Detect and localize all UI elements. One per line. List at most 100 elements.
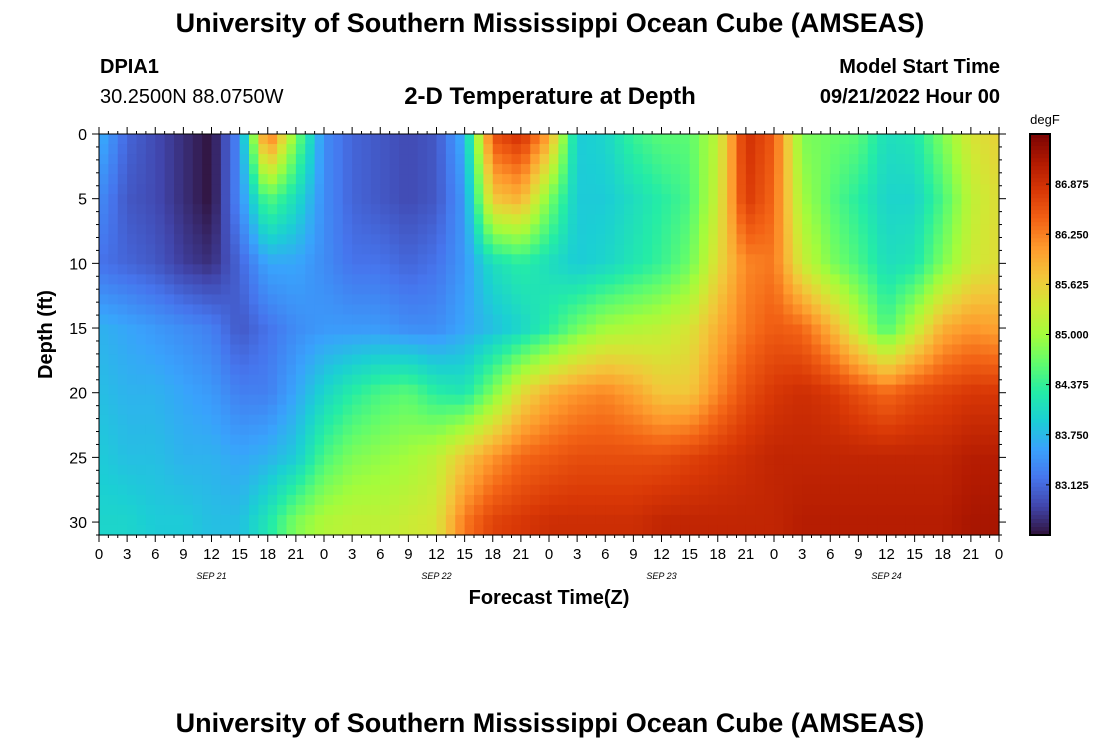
heatmap-cell bbox=[680, 134, 691, 145]
heatmap-cell bbox=[220, 194, 231, 205]
heatmap-cell bbox=[783, 394, 794, 406]
colorbar-segment bbox=[1030, 454, 1050, 460]
heatmap-cell bbox=[258, 204, 269, 215]
heatmap-cell bbox=[530, 224, 541, 235]
heatmap-cell bbox=[830, 234, 841, 245]
heatmap-cell bbox=[202, 394, 213, 406]
heatmap-cell bbox=[389, 414, 400, 426]
heatmap-cell bbox=[164, 354, 175, 366]
heatmap-cell bbox=[661, 304, 672, 316]
y-tick-label: 0 bbox=[78, 127, 87, 144]
heatmap-cell bbox=[839, 264, 850, 275]
heatmap-cell bbox=[436, 404, 447, 416]
heatmap-cell bbox=[595, 444, 606, 456]
heatmap-cell bbox=[389, 184, 400, 195]
heatmap-cell bbox=[577, 434, 588, 446]
heatmap-cell bbox=[155, 514, 166, 526]
heatmap-cell bbox=[849, 414, 859, 426]
heatmap-cell bbox=[952, 524, 963, 536]
heatmap-cell bbox=[802, 184, 813, 195]
heatmap-cell bbox=[792, 514, 803, 526]
heatmap-cell bbox=[230, 204, 241, 215]
heatmap-cell bbox=[305, 464, 316, 476]
heatmap-cell bbox=[211, 144, 222, 155]
heatmap-cell bbox=[295, 314, 306, 326]
heatmap-cell bbox=[605, 394, 616, 406]
heatmap-cell bbox=[708, 264, 719, 275]
heatmap-cell bbox=[99, 474, 109, 486]
heatmap-cell bbox=[980, 324, 991, 336]
heatmap-cell bbox=[914, 514, 925, 526]
heatmap-cell bbox=[511, 294, 522, 306]
heatmap-cell bbox=[286, 354, 297, 366]
heatmap-cell bbox=[183, 234, 194, 245]
heatmap-cell bbox=[127, 454, 138, 466]
heatmap-cell bbox=[652, 514, 663, 526]
heatmap-cell bbox=[605, 164, 616, 175]
heatmap-cell bbox=[502, 254, 513, 265]
heatmap-cell bbox=[399, 524, 409, 536]
heatmap-cell bbox=[549, 434, 559, 446]
heatmap-cell bbox=[905, 234, 916, 245]
heatmap-cell bbox=[558, 314, 569, 326]
heatmap-cell bbox=[802, 294, 813, 306]
heatmap-cell bbox=[755, 174, 766, 185]
heatmap-cell bbox=[736, 234, 747, 245]
heatmap-cell bbox=[858, 354, 869, 366]
heatmap-cell bbox=[520, 454, 531, 466]
heatmap-cell bbox=[961, 144, 972, 155]
heatmap-cell bbox=[952, 174, 963, 185]
heatmap-cell bbox=[427, 244, 438, 255]
heatmap-cell bbox=[652, 174, 663, 185]
heatmap-cell bbox=[174, 514, 184, 526]
heatmap-cell bbox=[549, 524, 559, 536]
heatmap-cell bbox=[352, 234, 363, 245]
heatmap-cell bbox=[699, 444, 709, 456]
heatmap-cell bbox=[427, 434, 438, 446]
heatmap-cell bbox=[483, 484, 494, 496]
heatmap-cell bbox=[305, 174, 316, 185]
heatmap-cell bbox=[924, 294, 934, 306]
heatmap-cell bbox=[389, 214, 400, 225]
heatmap-cell bbox=[745, 284, 756, 296]
heatmap-cell bbox=[877, 374, 888, 386]
heatmap-cell bbox=[155, 204, 166, 215]
heatmap-cell bbox=[549, 474, 559, 486]
heatmap-cell bbox=[183, 164, 194, 175]
heatmap-cell bbox=[727, 304, 738, 316]
heatmap-cell bbox=[774, 334, 784, 346]
heatmap-cell bbox=[942, 354, 953, 366]
heatmap-cell bbox=[867, 484, 878, 496]
heatmap-cell bbox=[689, 274, 700, 285]
heatmap-cell bbox=[155, 494, 166, 506]
heatmap-cell bbox=[220, 224, 231, 235]
heatmap-cell bbox=[99, 184, 109, 195]
colorbar-segment bbox=[1030, 474, 1050, 480]
heatmap-cell bbox=[642, 374, 653, 386]
heatmap-cell bbox=[117, 494, 128, 506]
x-tick-label: 3 bbox=[798, 546, 806, 563]
heatmap-cell bbox=[914, 404, 925, 416]
heatmap-cell bbox=[408, 484, 419, 496]
heatmap-cell bbox=[727, 364, 738, 376]
heatmap-cell bbox=[680, 154, 691, 165]
heatmap-cell bbox=[792, 494, 803, 506]
heatmap-cell bbox=[877, 274, 888, 285]
heatmap-cell bbox=[286, 474, 297, 486]
heatmap-cell bbox=[914, 134, 925, 145]
heatmap-cell bbox=[333, 374, 344, 386]
heatmap-cell bbox=[436, 424, 447, 436]
heatmap-cell bbox=[286, 524, 297, 536]
heatmap-cell bbox=[849, 164, 859, 175]
heatmap-cell bbox=[830, 264, 841, 275]
heatmap-cell bbox=[849, 474, 859, 486]
heatmap-cell bbox=[736, 194, 747, 205]
heatmap-cell bbox=[605, 474, 616, 486]
heatmap-cell bbox=[886, 464, 897, 476]
heatmap-cell bbox=[849, 304, 859, 316]
heatmap-cell bbox=[108, 394, 119, 406]
colorbar-segment bbox=[1030, 226, 1050, 231]
heatmap-cell bbox=[352, 144, 363, 155]
heatmap-cell bbox=[511, 514, 522, 526]
heatmap-cell bbox=[905, 374, 916, 386]
